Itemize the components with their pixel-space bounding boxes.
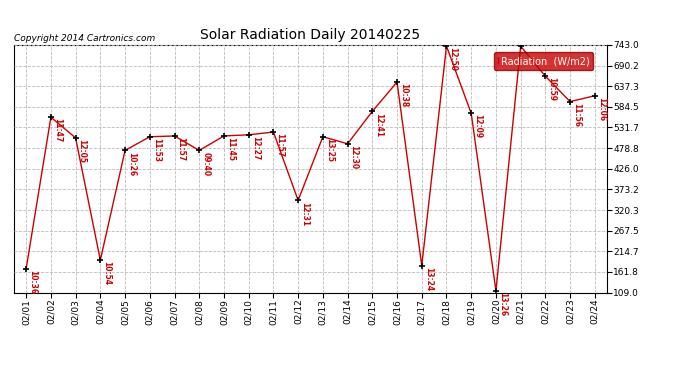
Text: 13:25: 13:25	[325, 138, 334, 162]
Text: 12:27: 12:27	[250, 136, 259, 160]
Text: 12:50: 12:50	[448, 47, 457, 71]
Text: 11:53: 11:53	[152, 138, 161, 162]
Text: 10:26: 10:26	[127, 152, 136, 176]
Text: 12:41: 12:41	[374, 112, 383, 136]
Text: 10:38: 10:38	[399, 83, 408, 108]
Legend: Radiation  (W/m2): Radiation (W/m2)	[494, 53, 593, 70]
Text: 11:57: 11:57	[275, 133, 284, 158]
Text: 13:26: 13:26	[498, 292, 507, 316]
Title: Solar Radiation Daily 20140225: Solar Radiation Daily 20140225	[200, 28, 421, 42]
Text: 11:45: 11:45	[226, 137, 235, 161]
Text: 12:06: 12:06	[597, 97, 606, 121]
Text: Copyright 2014 Cartronics.com: Copyright 2014 Cartronics.com	[14, 33, 155, 42]
Text: 11:56: 11:56	[572, 103, 581, 127]
Text: 13:24: 13:24	[424, 267, 433, 291]
Text: 09:40: 09:40	[201, 152, 210, 176]
Text: 10:54: 10:54	[102, 261, 111, 285]
Text: 10:36: 10:36	[28, 270, 37, 294]
Text: 12:31: 12:31	[300, 201, 309, 226]
Text: 12:09: 12:09	[473, 114, 482, 139]
Text: 11:57: 11:57	[177, 137, 186, 161]
Text: 12:05: 12:05	[77, 139, 86, 163]
Text: 11:47: 11:47	[53, 118, 62, 142]
Text: 10:59: 10:59	[547, 77, 556, 101]
Text: 12:30: 12:30	[350, 145, 359, 169]
